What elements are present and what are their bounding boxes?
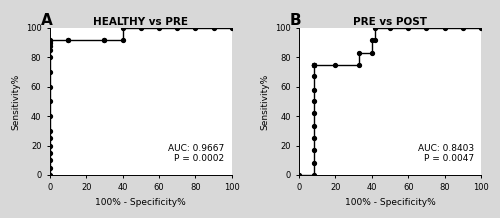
Text: A: A (40, 13, 52, 28)
Title: HEALTHY vs PRE: HEALTHY vs PRE (93, 17, 188, 27)
Title: PRE vs POST: PRE vs POST (353, 17, 427, 27)
Text: B: B (290, 13, 302, 28)
X-axis label: 100% - Specificity%: 100% - Specificity% (344, 198, 436, 207)
Text: AUC: 0.8403
P = 0.0047: AUC: 0.8403 P = 0.0047 (418, 144, 474, 163)
Text: AUC: 0.9667
P = 0.0002: AUC: 0.9667 P = 0.0002 (168, 144, 224, 163)
X-axis label: 100% - Specificity%: 100% - Specificity% (96, 198, 186, 207)
Y-axis label: Sensitivity%: Sensitivity% (260, 73, 270, 129)
Y-axis label: Sensitivity%: Sensitivity% (11, 73, 20, 129)
